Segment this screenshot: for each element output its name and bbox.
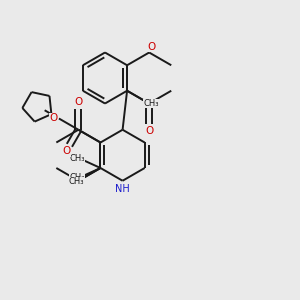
Text: CH₃: CH₃: [69, 173, 85, 182]
Text: CH₃: CH₃: [69, 154, 85, 163]
Text: O: O: [147, 41, 156, 52]
Text: O: O: [145, 126, 153, 136]
Text: O: O: [49, 113, 57, 124]
Text: CH₃: CH₃: [143, 99, 159, 108]
Text: O: O: [74, 97, 83, 107]
Text: NH: NH: [115, 184, 130, 194]
Text: O: O: [62, 146, 70, 156]
Text: CH₃: CH₃: [69, 177, 84, 186]
